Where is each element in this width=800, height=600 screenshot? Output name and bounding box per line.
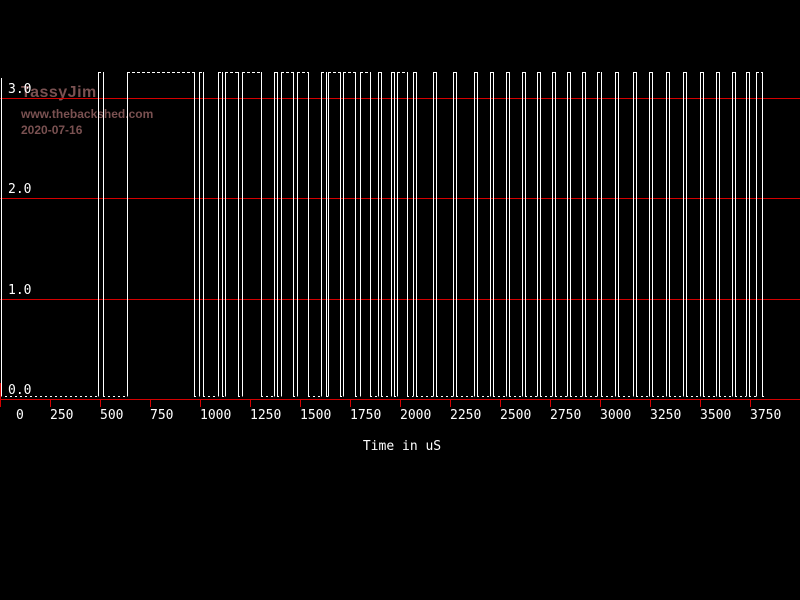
x-tick-label: 2000 bbox=[400, 408, 431, 423]
y-tick-label: 1.0 bbox=[8, 283, 31, 298]
x-tick-label: 1500 bbox=[300, 408, 331, 423]
y-tick-label: 0.0 bbox=[8, 383, 31, 398]
x-tick-label: 3250 bbox=[650, 408, 681, 423]
x-tick-label: 3500 bbox=[700, 408, 731, 423]
x-tick-label: 2500 bbox=[500, 408, 531, 423]
x-axis-title: Time in uS bbox=[363, 439, 441, 454]
website-url: www.thebackshed.com bbox=[21, 107, 154, 121]
capture-date: 2020-07-16 bbox=[21, 123, 83, 137]
x-tick-label: 250 bbox=[50, 408, 73, 423]
x-tick-label: 3000 bbox=[600, 408, 631, 423]
x-tick-label: 500 bbox=[100, 408, 123, 423]
x-tick-label: 0 bbox=[16, 408, 24, 423]
x-tick-label: 1250 bbox=[250, 408, 281, 423]
x-tick-label: 1750 bbox=[350, 408, 381, 423]
x-tick-label: 750 bbox=[150, 408, 173, 423]
y-tick-label: 2.0 bbox=[8, 182, 31, 197]
x-tick-label: 2750 bbox=[550, 408, 581, 423]
x-tick-label: 2250 bbox=[450, 408, 481, 423]
x-tick-label: 1000 bbox=[200, 408, 231, 423]
x-tick-label: 3750 bbox=[750, 408, 781, 423]
y-tick-label: 3.0 bbox=[8, 82, 31, 97]
author-name: TassyJim bbox=[21, 84, 97, 101]
title-block: TassyJim www.thebackshed.com 2020-07-16 bbox=[21, 84, 153, 137]
